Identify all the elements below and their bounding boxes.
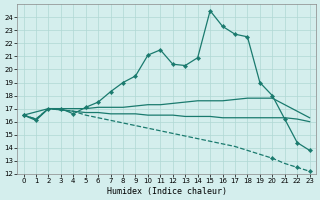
X-axis label: Humidex (Indice chaleur): Humidex (Indice chaleur) — [107, 187, 227, 196]
